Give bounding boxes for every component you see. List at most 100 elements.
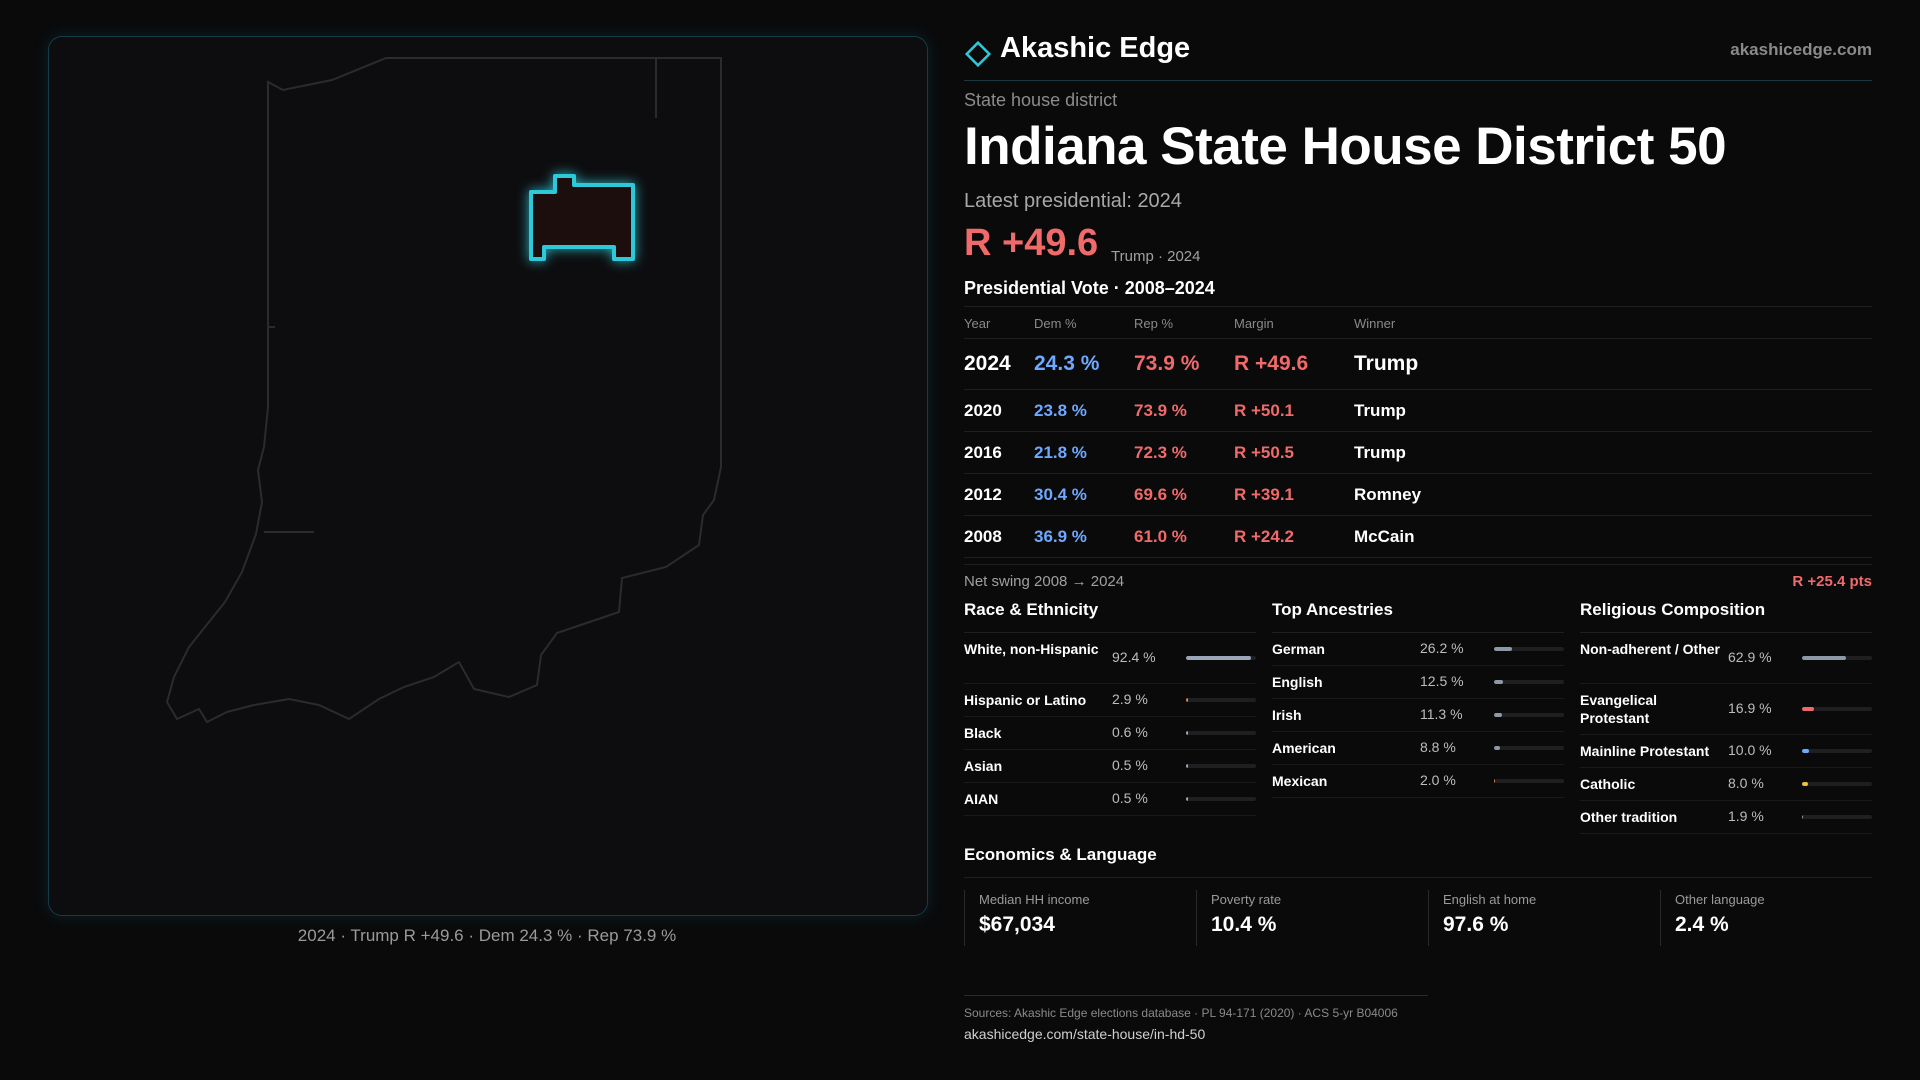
list-item: Hispanic or Latino 2.9 % xyxy=(964,684,1256,717)
item-bar xyxy=(1802,707,1872,711)
list-item: Catholic 8.0 % xyxy=(1580,768,1872,801)
item-value: 8.0 % xyxy=(1728,775,1764,791)
bar-fill xyxy=(1802,782,1808,786)
net-swing-value: R +25.4 pts xyxy=(1792,573,1872,590)
stat-value: 10.4 % xyxy=(1211,913,1277,936)
item-label: Catholic xyxy=(1580,776,1636,792)
footer-url-link[interactable]: akashicedge.com/state-house/in-hd-50 xyxy=(964,1026,1206,1042)
item-bar xyxy=(1494,779,1564,783)
rep-cell: 73.9 % xyxy=(1134,401,1187,420)
item-label: Hispanic or Latino xyxy=(964,692,1087,708)
stat-label: Other language xyxy=(1675,892,1765,907)
stat-other-language: Other language 2.4 % xyxy=(1660,890,1875,946)
margin-cell: R +50.5 xyxy=(1234,443,1295,462)
margin-cell: R +24.2 xyxy=(1234,527,1295,546)
brand-diamond-icon xyxy=(964,40,992,68)
bar-fill xyxy=(1494,713,1502,717)
item-label: German xyxy=(1272,641,1325,657)
item-value: 92.4 % xyxy=(1112,649,1156,665)
header: Akashic Edge akashicedge.com xyxy=(964,30,1872,81)
bar-fill xyxy=(1186,656,1251,660)
list-item: Mainline Protestant 10.0 % xyxy=(1580,735,1872,768)
list-item: Irish 11.3 % xyxy=(1272,699,1564,732)
winner-cell: Trump xyxy=(1354,352,1419,375)
economics-section-title: Economics & Language xyxy=(964,845,1872,878)
column-header-dem: Dem % xyxy=(1034,316,1077,331)
item-label: Asian xyxy=(964,758,1003,774)
net-swing-label: Net swing 2008 → 2024 xyxy=(964,573,1125,590)
footer-divider xyxy=(964,995,1428,996)
brand-name[interactable]: Akashic Edge xyxy=(1000,32,1191,64)
item-bar xyxy=(1494,647,1564,651)
list-item: German 26.2 % xyxy=(1272,633,1564,666)
item-bar xyxy=(1186,656,1256,660)
net-swing-row: Net swing 2008 → 2024 R +25.4 pts xyxy=(964,564,1872,595)
bar-fill xyxy=(1186,698,1189,702)
section-title: Race & Ethnicity xyxy=(964,600,1256,633)
stat-label: Poverty rate xyxy=(1211,892,1282,907)
margin-cell: R +39.1 xyxy=(1234,485,1295,504)
list-item: Black 0.6 % xyxy=(964,717,1256,750)
item-label: Irish xyxy=(1272,707,1302,723)
winner-cell: Trump xyxy=(1354,401,1406,420)
item-label: English xyxy=(1272,674,1323,690)
vote-section-title: Presidential Vote · 2008–2024 xyxy=(964,278,1215,298)
table-header-row: Year Dem % Rep % Margin Winner xyxy=(964,307,1872,339)
list-item: AIAN 0.5 % xyxy=(964,783,1256,816)
item-label: Non-adherent / Other xyxy=(1580,641,1721,657)
winner-cell: Trump xyxy=(1354,443,1406,462)
bar-fill xyxy=(1494,746,1501,750)
item-bar xyxy=(1802,749,1872,753)
bar-fill xyxy=(1186,764,1189,768)
bar-fill xyxy=(1802,707,1814,711)
item-bar xyxy=(1494,746,1564,750)
dem-cell: 30.4 % xyxy=(1034,485,1087,504)
district-50-shape[interactable] xyxy=(529,174,635,261)
list-item: Other tradition 1.9 % xyxy=(1580,801,1872,834)
brand-url[interactable]: akashicedge.com xyxy=(1730,40,1872,59)
headline-winner-year: Trump · 2024 xyxy=(1111,248,1201,265)
item-value: 16.9 % xyxy=(1728,700,1772,716)
bar-fill xyxy=(1186,797,1189,801)
stat-median-income: Median HH income $67,034 xyxy=(964,890,1179,946)
list-item: Asian 0.5 % xyxy=(964,750,1256,783)
district-map[interactable] xyxy=(48,36,928,916)
list-item: Evangelical Protestant 16.9 % xyxy=(1580,684,1872,735)
state-outline xyxy=(165,57,722,724)
page-title: Indiana State House District 50 xyxy=(964,117,1727,176)
district-type: State house district xyxy=(964,90,1118,110)
map-caption: 2024 · Trump R +49.6 · Dem 24.3 % · Rep … xyxy=(297,926,677,945)
column-header-margin: Margin xyxy=(1234,316,1274,331)
stat-poverty-rate: Poverty rate 10.4 % xyxy=(1196,890,1411,946)
bar-fill xyxy=(1186,731,1189,735)
ancestries-section: Top Ancestries German 26.2 % English 12.… xyxy=(1272,600,1564,798)
item-bar xyxy=(1186,764,1256,768)
year-cell: 2016 xyxy=(964,443,1002,462)
list-item: English 12.5 % xyxy=(1272,666,1564,699)
item-label: Other tradition xyxy=(1580,809,1678,825)
margin-cell: R +50.1 xyxy=(1234,401,1295,420)
item-label: Mexican xyxy=(1272,773,1328,789)
race-ethnicity-section: Race & Ethnicity White, non-Hispanic 92.… xyxy=(964,600,1256,816)
list-item: American 8.8 % xyxy=(1272,732,1564,765)
item-value: 62.9 % xyxy=(1728,649,1772,665)
column-header-rep: Rep % xyxy=(1134,316,1174,331)
item-bar xyxy=(1802,815,1872,819)
dem-cell: 24.3 % xyxy=(1034,352,1100,375)
rep-cell: 73.9 % xyxy=(1134,352,1200,375)
item-value: 0.5 % xyxy=(1112,757,1148,773)
item-label: Evangelical Protestant xyxy=(1580,692,1658,726)
item-label: American xyxy=(1272,740,1336,756)
bar-fill xyxy=(1494,779,1496,783)
dem-cell: 21.8 % xyxy=(1034,443,1087,462)
item-value: 12.5 % xyxy=(1420,673,1464,689)
dem-cell: 23.8 % xyxy=(1034,401,1087,420)
dem-cell: 36.9 % xyxy=(1034,527,1087,546)
item-bar xyxy=(1494,713,1564,717)
stat-value: 2.4 % xyxy=(1675,913,1729,936)
item-value: 2.9 % xyxy=(1112,691,1148,707)
rep-cell: 72.3 % xyxy=(1134,443,1187,462)
item-value: 11.3 % xyxy=(1420,706,1463,722)
item-label: AIAN xyxy=(964,791,999,807)
rep-cell: 69.6 % xyxy=(1134,485,1187,504)
